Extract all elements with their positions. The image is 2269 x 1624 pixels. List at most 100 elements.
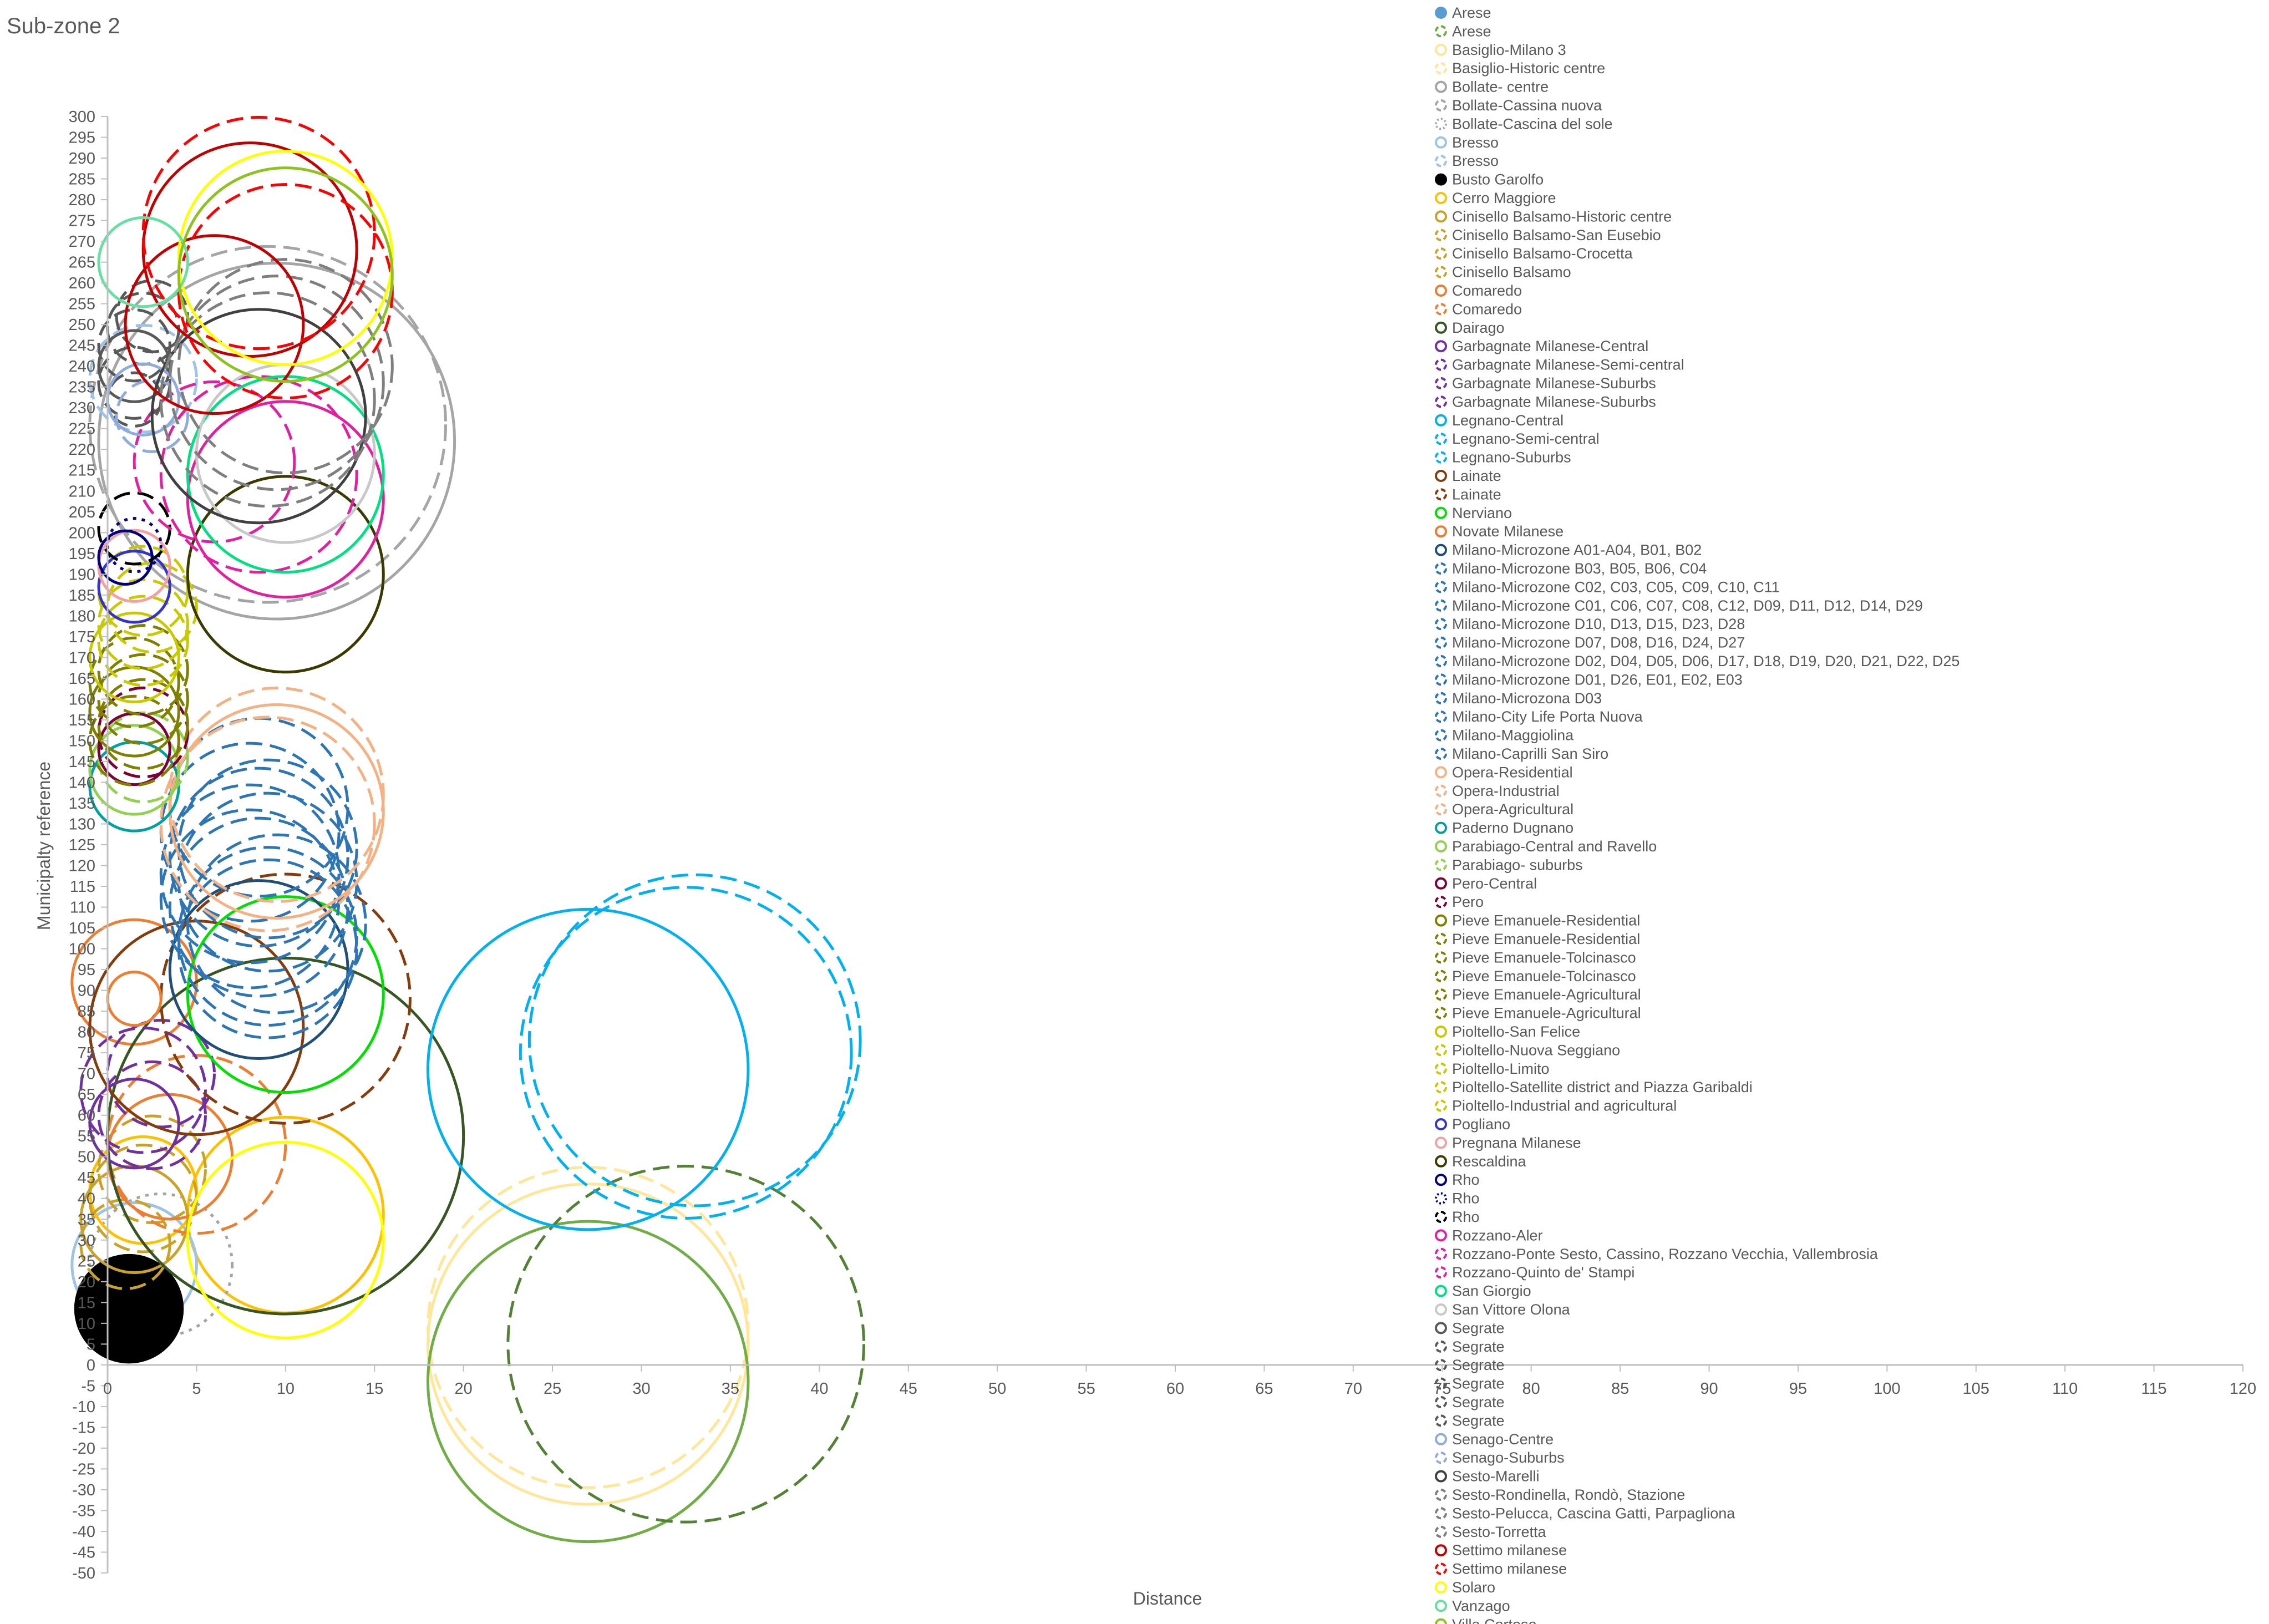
- legend-marker: [1435, 1562, 1447, 1575]
- y-tick-label: -45: [72, 1544, 95, 1561]
- bubble-point: [88, 1077, 180, 1170]
- legend-marker: [1435, 1081, 1447, 1094]
- bubble-point: [88, 1192, 234, 1338]
- legend-label: Pero-Central: [1452, 875, 1537, 892]
- legend-label: Bresso: [1452, 153, 1499, 169]
- legend-marker: [1435, 7, 1447, 19]
- legend-label: Opera-Agricultural: [1452, 801, 1573, 818]
- bubble-point: [88, 245, 448, 604]
- legend-label: Milano-Microzone B03, B05, B06, C04: [1452, 560, 1707, 577]
- legend-marker: [1435, 1433, 1447, 1445]
- legend-label: Segrate: [1452, 1376, 1505, 1392]
- y-tick-label: 295: [69, 129, 95, 147]
- y-tick-label: 120: [69, 857, 95, 875]
- legend-label: Pieve Emanuele-Agricultural: [1452, 1005, 1641, 1022]
- bubble-point: [177, 166, 394, 383]
- legend-label: Rozzano-Ponte Sesto, Cassino, Rozzano Ve…: [1452, 1246, 1879, 1262]
- y-tick-label: -25: [72, 1460, 95, 1478]
- bubble-point: [168, 703, 385, 920]
- bubble-point: [159, 715, 376, 932]
- legend-marker: [1435, 506, 1447, 519]
- legend-marker: [1435, 803, 1447, 816]
- y-tick-label: 40: [78, 1190, 95, 1208]
- y-tick-label: 275: [69, 212, 95, 230]
- y-tick-label: 160: [69, 691, 95, 708]
- y-tick-label: 280: [69, 191, 95, 209]
- y-tick-label: -40: [72, 1523, 95, 1541]
- y-tick-label: 210: [69, 483, 95, 500]
- legend-marker: [1435, 544, 1447, 556]
- legend-marker: [1435, 155, 1447, 168]
- x-tick-label: 110: [2052, 1380, 2078, 1398]
- y-tick-label: -15: [72, 1419, 95, 1437]
- legend-marker: [1435, 1489, 1447, 1501]
- x-axis-label: Distance: [1133, 1589, 1202, 1608]
- legend-marker: [1435, 1507, 1447, 1520]
- y-tick-label: 25: [78, 1252, 95, 1270]
- legend-marker: [1435, 821, 1447, 834]
- legend-marker: [1435, 1174, 1447, 1186]
- legend-label: Sesto-Torretta: [1452, 1524, 1547, 1540]
- y-tick-label: 250: [69, 316, 95, 334]
- legend-label: Pioltello-Limito: [1452, 1060, 1550, 1077]
- legend-marker: [1435, 266, 1447, 278]
- legend-marker: [1435, 1322, 1447, 1334]
- bubble-point: [97, 1060, 207, 1170]
- legend-marker: [1435, 673, 1447, 686]
- legend-label: Parabiago- suburbs: [1452, 856, 1583, 873]
- legend-label: Legnano-Central: [1452, 412, 1564, 429]
- y-tick-label: -50: [72, 1565, 95, 1582]
- bubble-point: [150, 308, 367, 525]
- y-tick-label: 235: [69, 379, 95, 397]
- legend-label: Pioltello-Satellite district and Piazza …: [1452, 1079, 1753, 1095]
- bubble-point: [88, 611, 180, 704]
- legend-label: Garbagnate Milanese-Suburbs: [1452, 375, 1656, 392]
- y-tick-label: 285: [69, 171, 95, 189]
- legend-marker: [1435, 525, 1447, 538]
- legend-label: Cerro Maggiore: [1452, 190, 1556, 206]
- x-tick-label: 95: [1789, 1380, 1807, 1398]
- x-tick-label: 20: [455, 1380, 473, 1398]
- legend-label: Milano-Maggiolina: [1452, 727, 1574, 744]
- legend-marker: [1435, 173, 1447, 186]
- bubble-point: [88, 323, 198, 434]
- y-tick-label: 75: [78, 1044, 95, 1062]
- legend-label: Legnano-Suburbs: [1452, 449, 1571, 466]
- legend-label: Pieve Emanuele-Residential: [1452, 931, 1640, 947]
- legend-label: Pieve Emanuele-Tolcinasco: [1452, 949, 1636, 966]
- x-tick-label: 90: [1700, 1380, 1718, 1398]
- legend-label: Cinisello Balsamo-San Eusebio: [1452, 227, 1661, 243]
- legend-label: Novate Milanese: [1452, 523, 1564, 540]
- bubble-point: [141, 116, 376, 351]
- legend-label: Rho: [1452, 1209, 1480, 1225]
- legend-marker: [1435, 488, 1447, 501]
- y-tick-label: 220: [69, 441, 95, 459]
- legend-marker: [1435, 1452, 1447, 1464]
- legend-label: Vanzago: [1452, 1597, 1510, 1614]
- bubble-point: [97, 678, 189, 770]
- legend-label: Comaredo: [1452, 301, 1522, 317]
- legend-label: Milano-Caprilli San Siro: [1452, 745, 1608, 762]
- legend-label: Cinisello Balsamo-Historic centre: [1452, 208, 1672, 225]
- y-axis-label: Municipalty reference: [34, 762, 54, 930]
- legend-label: Villa Cortese: [1452, 1616, 1537, 1624]
- bubble-point: [97, 529, 154, 586]
- legend-marker: [1435, 80, 1447, 93]
- legend-label: Pregnana Milanese: [1452, 1134, 1581, 1151]
- bubble-point: [97, 308, 171, 383]
- chart-title: Sub-zone 2: [7, 14, 120, 38]
- y-tick-label: 0: [87, 1357, 95, 1374]
- legend-marker: [1435, 748, 1447, 760]
- legend-marker: [1435, 192, 1447, 204]
- bubble-point: [186, 400, 385, 599]
- legend-marker: [1435, 1211, 1447, 1223]
- legend-label: Settimo milanese: [1452, 1542, 1567, 1559]
- bubble-point: [124, 234, 305, 415]
- legend-label: Rho: [1452, 1190, 1480, 1207]
- y-tick-label: 140: [69, 774, 95, 791]
- legend-label: Milano-Microzone D02, D04, D05, D06, D17…: [1452, 653, 1960, 669]
- y-tick-label: 125: [69, 836, 95, 854]
- legend-marker: [1435, 988, 1447, 1001]
- legend-marker: [1435, 1285, 1447, 1297]
